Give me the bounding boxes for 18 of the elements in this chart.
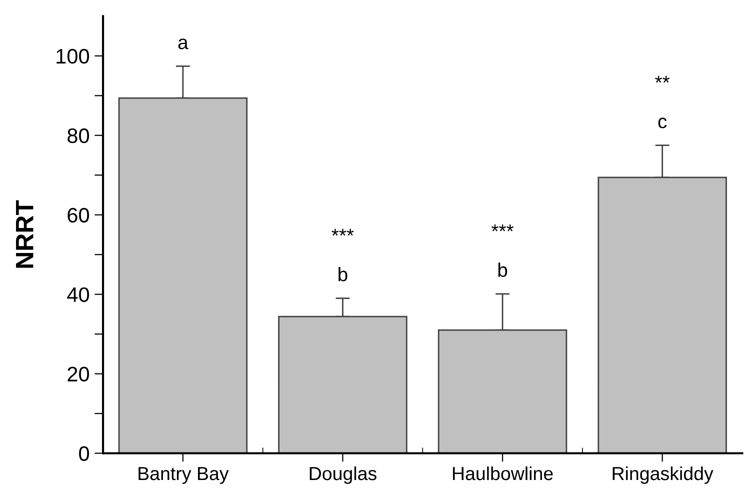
x-tick-label: Ringaskiddy xyxy=(612,466,714,484)
y-tick-label: 40 xyxy=(67,287,90,302)
y-axis-title: NRRT xyxy=(16,200,34,268)
annotation: a xyxy=(178,38,188,50)
annotation: b xyxy=(338,267,348,282)
annotation: c xyxy=(658,118,667,128)
annotation: ** xyxy=(655,76,670,83)
annotation: b xyxy=(498,262,508,277)
x-tick-label: Douglas xyxy=(310,466,376,484)
y-tick-label: 60 xyxy=(68,208,90,223)
y-tick-label: 80 xyxy=(68,128,90,144)
x-tick-label: Bantry Bay xyxy=(138,467,229,484)
y-tick-label: 100 xyxy=(56,48,90,64)
annotation: *** xyxy=(332,228,354,236)
y-tick-label: 0 xyxy=(79,446,90,462)
x-tick-label: Haulbowline xyxy=(452,466,553,480)
annotation: *** xyxy=(491,224,514,232)
y-tick-label: 20 xyxy=(68,366,90,382)
